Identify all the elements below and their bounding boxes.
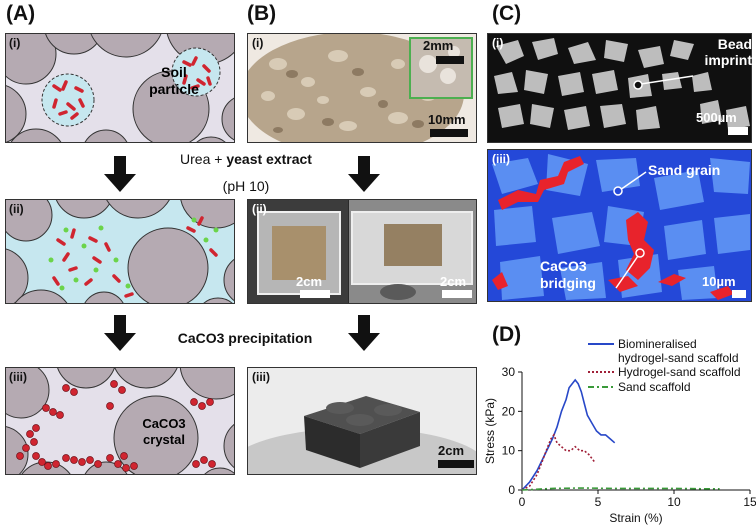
panel-c-letter: (C) [492,2,522,25]
legend-label-1: Biomineralised hydrogel-sand scaffold [618,337,739,365]
caco3-crystal-label: CaCO3 crystal [142,416,186,447]
b3-scale-label: 2cm [438,443,465,458]
micrograph-image [488,150,751,301]
process-step-1-caption: Urea + yeast extract [166,151,326,167]
series-line-1 [521,378,616,491]
y-tick-label: 10 [502,444,516,458]
panel-a-letter: (A) [6,2,36,25]
sand-grain-label: Sand grain [648,162,721,178]
bead-imprint-label: Bead imprint [704,36,752,68]
y-axis-label: Stress (kPa) [483,398,497,464]
panel-c3-micrograph [487,149,752,302]
panel-b1-label: (i) [252,36,264,50]
panel-c1-micrograph [487,33,752,143]
soil-grains-diagram [6,34,234,142]
legend-label-3: Sand scaffold [618,380,691,394]
c1-scale-bar [728,127,748,135]
x-axis-label: Strain (%) [609,511,662,525]
panel-a1-label: (i) [9,36,21,50]
b1-scale-bar [430,129,468,137]
series-line-2 [521,433,596,491]
b2b-scale-bar [442,290,472,298]
b3-scale-bar [438,460,474,468]
stress-strain-chart: 0 5 10 15 0 10 20 30 Strain (%) Stress (kPa) Biom… [483,337,756,525]
panel-a2-label: (ii) [9,202,24,216]
ph-caption: (pH 10) [222,178,270,194]
inset-scale-label: 2mm [423,38,454,53]
inset-scale-bar [436,56,464,64]
panel-a1-schematic [5,33,235,143]
panel-d-letter: (D) [492,323,522,346]
scaffold-mould-photo [248,200,476,303]
panel-b2-label: (ii) [252,202,267,216]
c1-scale-label: 500µm [696,110,737,125]
panel-b3-label: (iii) [252,370,270,384]
y-tick-label: 30 [502,365,516,379]
sand-photo [248,34,476,142]
panel-b3-photo [247,367,477,475]
x-tick-label: 15 [743,495,756,509]
panel-b1-photo [247,33,477,143]
b1-scale-label: 10mm [428,112,466,127]
c3-scale-label: 10µm [702,274,736,289]
panel-a3-label: (iii) [9,370,27,384]
chart-legend: Biomineralised hydrogel-sand scaffoldHydr… [588,337,741,394]
soil-particle-label: Soil particle [149,64,199,97]
x-tick-label: 0 [519,495,526,509]
panel-c3-label: (iii) [492,152,510,166]
panel-a2-schematic [5,199,235,304]
soil-grains-diagram [6,200,234,303]
series-line-3 [521,487,720,491]
micrograph-image [488,34,751,142]
b2b-scale-label: 2cm [440,274,467,289]
soil-grains-diagram [6,368,234,474]
legend-label-2: Hydrogel-sand scaffold [618,365,741,379]
panel-c1-label: (i) [492,36,504,50]
chart-axes: 0 5 10 15 0 10 20 30 Strain (%) Stress (kPa) [483,365,756,525]
caco3-bridging-label: CaCO3 bridging [540,258,596,291]
yeast-extract-text: yeast extract [226,151,312,167]
b2a-scale-label: 2cm [296,274,323,289]
y-tick-label: 0 [508,483,515,497]
b2a-scale-bar [300,290,330,298]
c3-scale-bar [732,290,746,298]
panel-b2-photo [247,199,477,304]
process-step-2-caption: CaCO3 precipitation [177,330,313,346]
scaffold-block-photo [248,368,476,474]
y-tick-label: 20 [502,404,516,418]
panel-b-letter: (B) [247,2,277,25]
x-tick-label: 10 [667,495,681,509]
panel-a3-schematic [5,367,235,475]
urea-text: Urea + [180,151,227,167]
chart-series [521,378,720,491]
x-tick-label: 5 [595,495,602,509]
